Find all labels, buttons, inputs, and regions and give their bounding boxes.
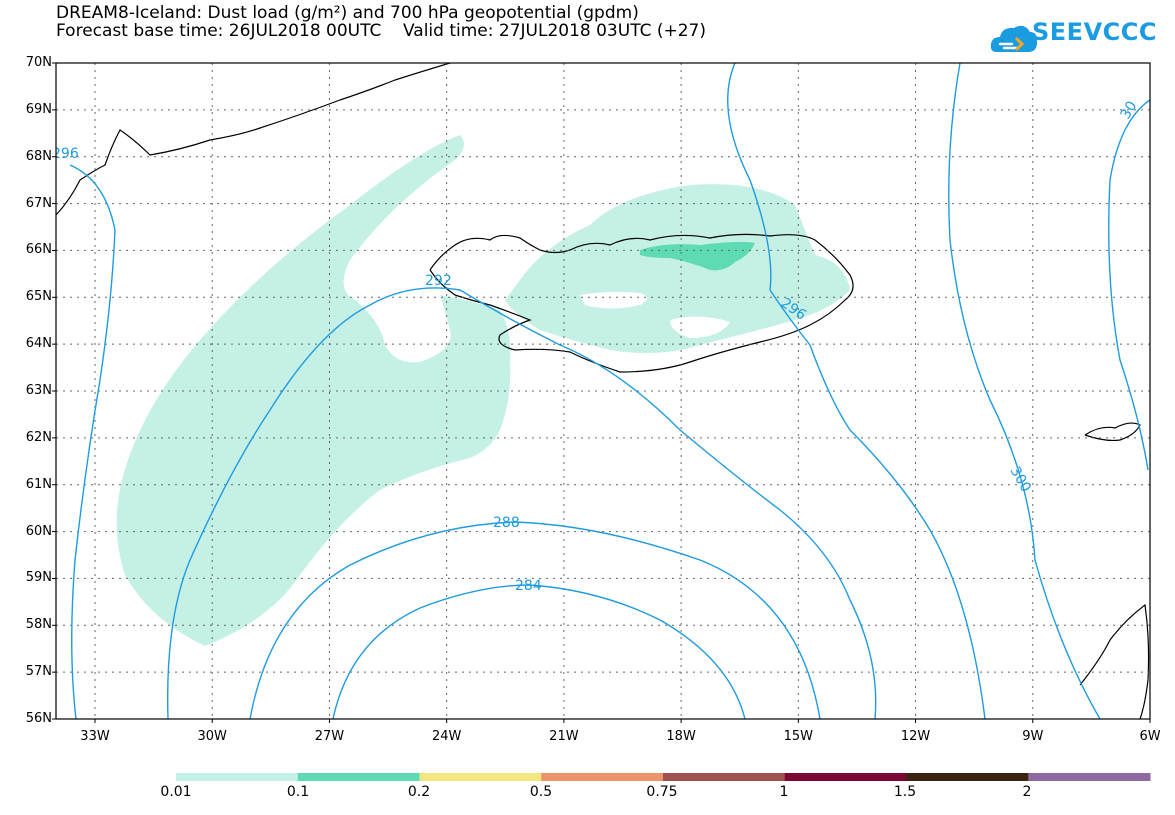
- colorbar-label: 0.01: [160, 784, 192, 800]
- colorbar-segment: [663, 773, 786, 781]
- colorbar-label: 0.75: [646, 784, 678, 800]
- lat-label: 63N: [25, 383, 52, 398]
- contour-284: [332, 584, 746, 719]
- colorbar: [176, 773, 1151, 781]
- coastlines: [56, 63, 1150, 719]
- colorbar-label: 0.5: [529, 784, 553, 800]
- lat-label: 62N: [25, 429, 52, 445]
- contour-304: [1108, 99, 1150, 471]
- colorbar-label: 1: [779, 784, 789, 800]
- lat-label: 56N: [25, 711, 52, 726]
- contour-288: [249, 521, 821, 719]
- lon-label: 18W: [666, 729, 696, 744]
- cloud-icon: [990, 25, 1038, 52]
- lat-label: 70N: [25, 55, 52, 70]
- logo-text: SEEVCCC: [1032, 18, 1157, 46]
- contour-label: 284: [515, 578, 542, 594]
- contour-296-east: [727, 63, 986, 719]
- map-title-line1: DREAM8-Iceland: Dust load (g/m²) and 700…: [56, 3, 639, 23]
- lat-label: 67N: [25, 195, 52, 211]
- contour-296-west: [69, 164, 116, 719]
- lat-label: 65N: [25, 289, 52, 305]
- colorbar-segment: [784, 773, 907, 781]
- lat-label: 58N: [25, 617, 52, 633]
- colorbar-label: 0.2: [407, 784, 431, 800]
- lat-label: 61N: [25, 476, 52, 492]
- contour-label: 292: [425, 273, 452, 289]
- contour-292: [167, 287, 877, 719]
- lon-label: 12W: [900, 729, 931, 744]
- graticule: [56, 63, 1150, 719]
- lon-label: 21W: [549, 729, 579, 744]
- contour-label: 296: [52, 146, 79, 162]
- lat-label: 66N: [25, 242, 52, 258]
- contour-label: 30: [1118, 99, 1141, 122]
- colorbar-segment: [1028, 773, 1151, 781]
- lon-label: 30W: [197, 729, 227, 744]
- lon-label: 33W: [80, 729, 110, 744]
- lon-label: 27W: [314, 729, 345, 744]
- colorbar-label: 2: [1022, 784, 1032, 800]
- colorbar-segment: [541, 773, 664, 781]
- lat-label: 64N: [25, 336, 52, 352]
- lon-label: 15W: [783, 729, 814, 744]
- lon-label: 9W: [1022, 729, 1044, 744]
- lon-label: 6W: [1139, 729, 1161, 744]
- geopotential-contours: [69, 63, 1150, 719]
- lat-label: 60N: [25, 523, 52, 539]
- lat-label: 69N: [25, 101, 52, 117]
- map-title-line2: Forecast base time: 26JUL2018 00UTC Vali…: [56, 21, 706, 41]
- lon-label: 24W: [431, 729, 462, 744]
- colorbar-label: 0.1: [286, 784, 310, 800]
- colorbar-label: 1.5: [893, 784, 917, 800]
- colorbar-segment: [906, 773, 1029, 781]
- colorbar-segment: [176, 773, 299, 781]
- dust-region-core: [640, 241, 755, 271]
- colorbar-segment: [419, 773, 542, 781]
- colorbar-segment: [297, 773, 420, 781]
- lat-label: 68N: [25, 148, 52, 164]
- contour-label: 288: [493, 515, 520, 531]
- contour-300: [948, 63, 1101, 719]
- dust-region-west: [116, 135, 511, 646]
- lat-label: 59N: [25, 570, 52, 586]
- lat-label: 57N: [25, 664, 52, 680]
